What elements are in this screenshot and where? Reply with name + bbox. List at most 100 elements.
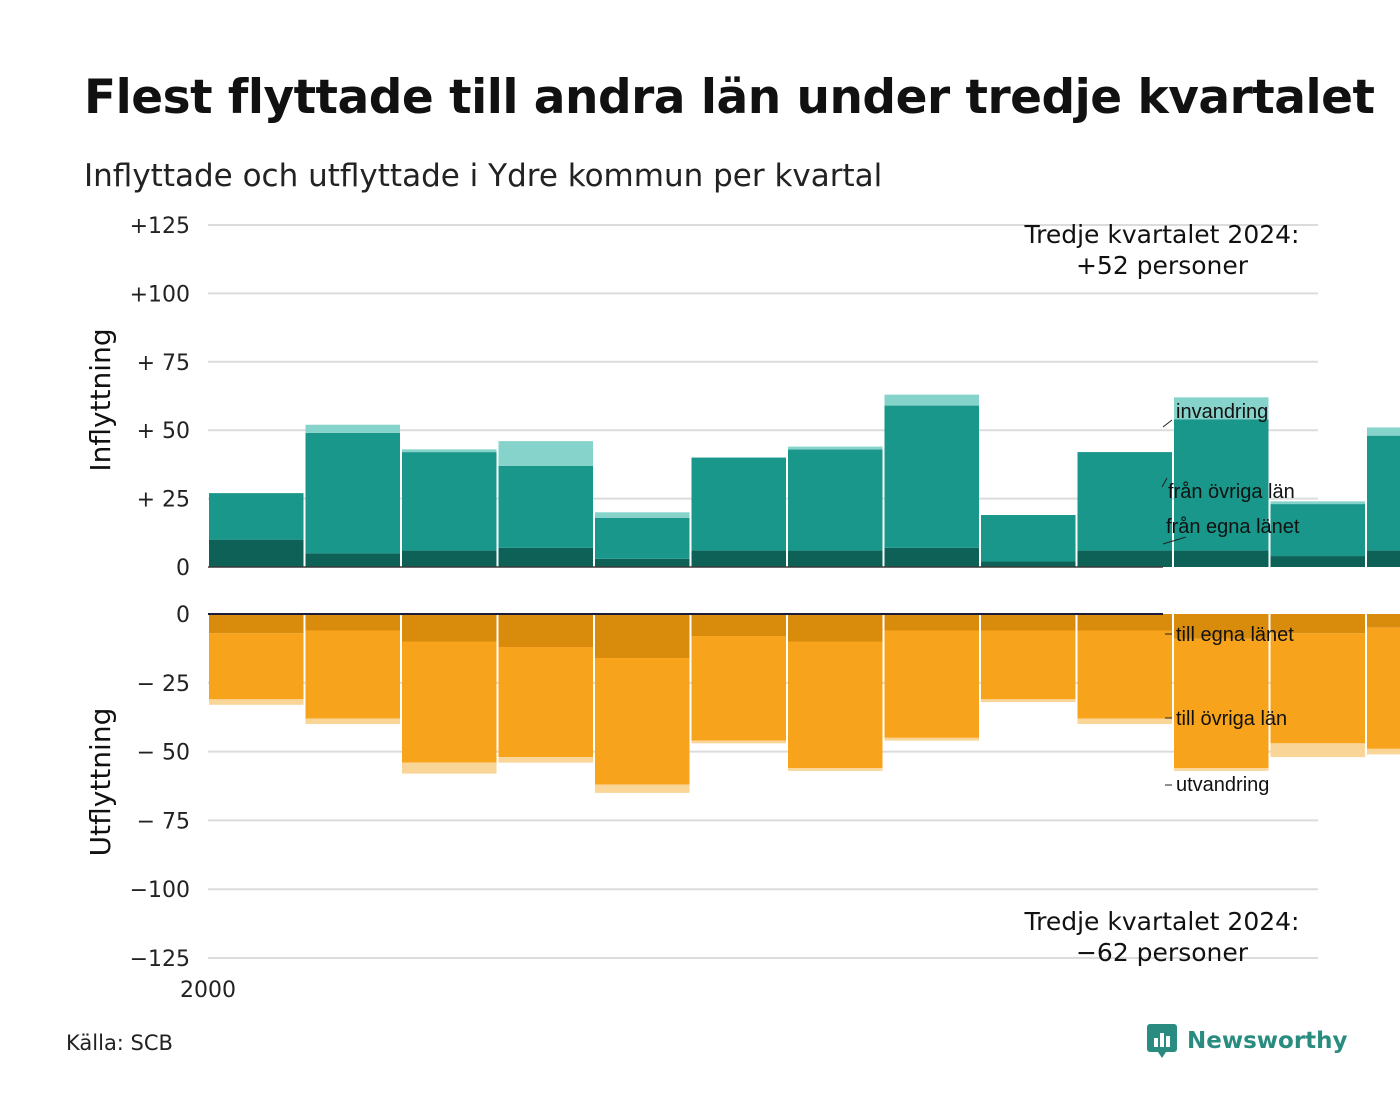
- bar-out-utvandring: [498, 757, 593, 763]
- ytick-in-label: + 75: [137, 351, 190, 376]
- bar-in-ovriga-lan: [595, 517, 690, 559]
- ytick-in-label: + 25: [137, 488, 190, 513]
- chart-subtitle: Inflyttade och utflyttade i Ydre kommun …: [84, 158, 883, 194]
- chart-title: Flest flyttade till andra län under tred…: [84, 70, 1375, 125]
- bar-out-ovriga-lan: [1174, 638, 1269, 769]
- bar-in-egna-lanet: [691, 550, 786, 567]
- bar-out-egna-lanet: [595, 614, 690, 659]
- bar-in-egna-lanet: [595, 558, 690, 567]
- bar-in-egna-lanet: [1174, 550, 1269, 567]
- brand-logo: Newsworthy: [1147, 1024, 1348, 1058]
- bar-out-egna-lanet: [884, 614, 979, 631]
- bar-out-ovriga-lan: [1077, 630, 1172, 719]
- bar-in-egna-lanet: [1367, 550, 1400, 567]
- bar-out-egna-lanet: [402, 614, 497, 642]
- series-label-in: från övriga län: [1168, 481, 1295, 503]
- ytick-out-label: −100: [130, 878, 190, 903]
- ytick-out-label: − 50: [137, 741, 190, 766]
- bar-out-egna-lanet: [1270, 614, 1365, 634]
- bar-in-ovriga-lan: [1270, 504, 1365, 557]
- bar-in-ovriga-lan: [498, 465, 593, 548]
- bar-in-egna-lanet: [1270, 556, 1365, 567]
- bar-in-invandring: [1270, 501, 1365, 505]
- bar-out-utvandring: [788, 768, 883, 771]
- bar-out-ovriga-lan: [788, 641, 883, 769]
- bar-in-invandring: [402, 449, 497, 453]
- bar-in-invandring: [498, 441, 593, 466]
- bar-out-utvandring: [1367, 748, 1400, 755]
- bar-in-egna-lanet: [884, 547, 979, 567]
- bar-in-ovriga-lan: [402, 452, 497, 551]
- bar-out-ovriga-lan: [691, 636, 786, 741]
- y-axis-title-inflyttning: Inflyttning: [84, 328, 117, 471]
- bar-out-ovriga-lan: [209, 633, 304, 700]
- bar-in-ovriga-lan: [305, 432, 400, 554]
- bar-in-ovriga-lan: [788, 449, 883, 551]
- bar-out-utvandring: [1077, 718, 1172, 725]
- series-label-out: till egna länet: [1176, 624, 1294, 646]
- ytick-out-label: −125: [130, 947, 190, 972]
- bar-in-egna-lanet: [1077, 550, 1172, 567]
- bar-out-ovriga-lan: [1367, 627, 1400, 749]
- bar-out-egna-lanet: [1077, 614, 1172, 631]
- bar-in-egna-lanet: [209, 539, 304, 567]
- bar-in-egna-lanet: [981, 561, 1076, 567]
- bar-in-ovriga-lan: [691, 457, 786, 551]
- series-label-in: från egna länet: [1166, 516, 1300, 538]
- bar-in-egna-lanet: [788, 550, 883, 567]
- bar-out-ovriga-lan: [305, 630, 400, 719]
- bar-out-utvandring: [595, 784, 690, 793]
- bar-out-ovriga-lan: [595, 658, 690, 785]
- bar-out-utvandring: [402, 762, 497, 774]
- bar-in-invandring: [1367, 427, 1400, 436]
- bar-in-ovriga-lan: [884, 405, 979, 548]
- series-label-out: till övriga län: [1176, 708, 1287, 730]
- bar-in-egna-lanet: [402, 550, 497, 567]
- bar-in-ovriga-lan: [1174, 419, 1269, 551]
- y-axis-title-utflyttning: Utflyttning: [84, 708, 117, 857]
- bar-out-ovriga-lan: [498, 647, 593, 758]
- label-leader-in: [1162, 419, 1173, 428]
- bar-in-ovriga-lan: [981, 515, 1076, 562]
- bar-in-ovriga-lan: [1077, 452, 1172, 551]
- bar-out-egna-lanet: [209, 614, 304, 634]
- ytick-in-label: +125: [130, 214, 190, 239]
- bar-out-ovriga-lan: [1270, 633, 1365, 744]
- bar-out-egna-lanet: [305, 614, 400, 631]
- ytick-in-label: 0: [176, 556, 190, 581]
- ytick-out-label: 0: [176, 603, 190, 628]
- bar-out-egna-lanet: [981, 614, 1076, 631]
- bar-out-ovriga-lan: [402, 641, 497, 763]
- callout-in-line2: +52 personer: [1076, 251, 1249, 280]
- bar-out-utvandring: [1174, 768, 1269, 771]
- series-label-out: utvandring: [1176, 774, 1269, 796]
- bar-out-utvandring: [1270, 743, 1365, 758]
- bar-in-invandring: [305, 424, 400, 433]
- callout-out-line2: −62 personer: [1076, 938, 1249, 967]
- ytick-in-label: + 50: [137, 419, 190, 444]
- series-label-in: invandring: [1176, 401, 1268, 423]
- bar-out-ovriga-lan: [981, 630, 1076, 700]
- bar-out-ovriga-lan: [884, 630, 979, 738]
- bar-out-egna-lanet: [691, 614, 786, 637]
- bar-out-utvandring: [884, 737, 979, 741]
- bar-out-egna-lanet: [1174, 614, 1269, 639]
- bar-in-egna-lanet: [305, 553, 400, 567]
- ytick-in-label: +100: [130, 282, 190, 307]
- bar-out-utvandring: [691, 740, 786, 744]
- bar-out-egna-lanet: [1367, 614, 1400, 628]
- ytick-out-label: − 75: [137, 809, 190, 834]
- brand-name: Newsworthy: [1187, 1028, 1348, 1054]
- bar-in-invandring: [595, 512, 690, 518]
- bar-in-invandring: [788, 446, 883, 450]
- bar-in-egna-lanet: [498, 547, 593, 567]
- bar-in-invandring: [884, 394, 979, 406]
- bar-in-ovriga-lan: [1367, 435, 1400, 551]
- bar-out-utvandring: [981, 699, 1076, 703]
- callout-out-line1: Tredje kvartalet 2024:: [1024, 907, 1300, 936]
- ytick-out-label: − 25: [137, 672, 190, 697]
- newsworthy-logo-icon: [1147, 1024, 1177, 1058]
- source-note: Källa: SCB: [66, 1031, 173, 1055]
- callout-in-line1: Tredje kvartalet 2024:: [1024, 220, 1300, 249]
